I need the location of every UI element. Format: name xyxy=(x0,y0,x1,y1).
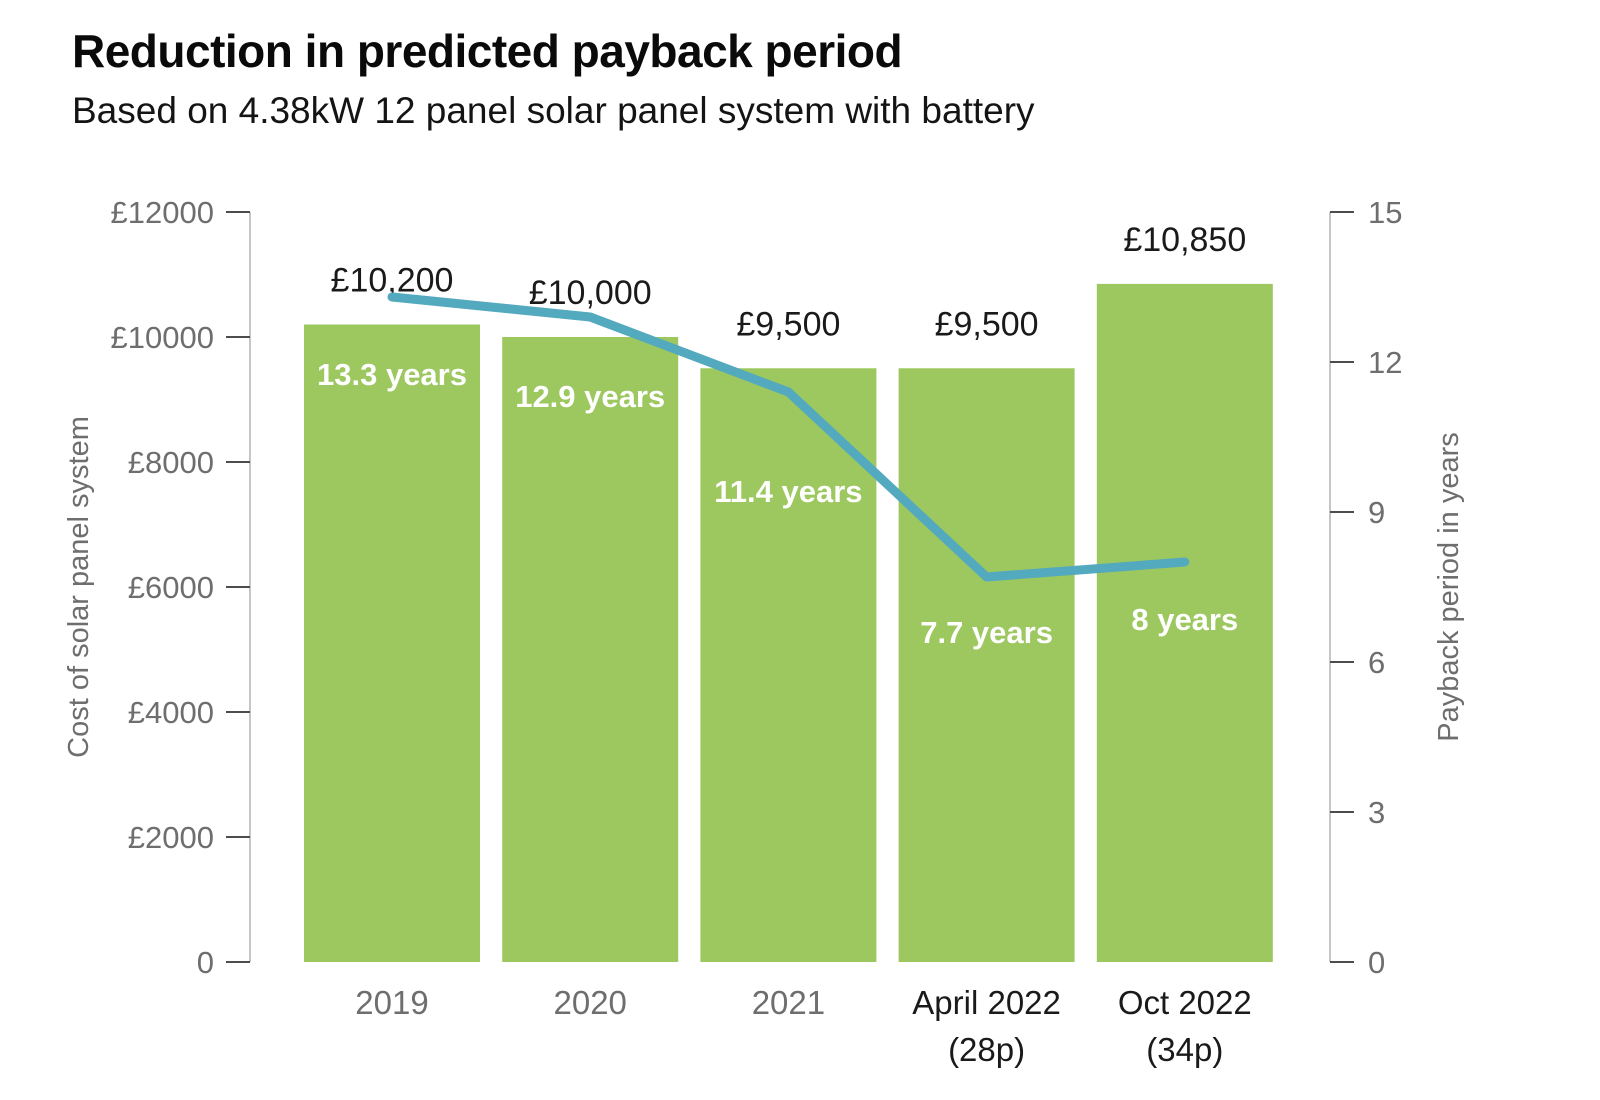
chart-title: Reduction in predicted payback period xyxy=(72,25,903,77)
right-axis-tick-label: 15 xyxy=(1368,195,1402,230)
cost-bar xyxy=(502,337,679,962)
left-axis-tick-label: £4000 xyxy=(128,695,214,730)
bar-value-label: £9,500 xyxy=(935,305,1039,343)
right-axis-tick-label: 3 xyxy=(1368,795,1385,830)
left-axis-tick-label: £2000 xyxy=(128,820,214,855)
right-axis-tick-label: 12 xyxy=(1368,345,1402,380)
category-label: Oct 2022 xyxy=(1118,984,1252,1021)
right-axis-title: Payback period in years xyxy=(1433,432,1465,742)
left-axis-tick-label: £12000 xyxy=(111,195,214,230)
right-axis-tick-label: 9 xyxy=(1368,495,1385,530)
left-axis-tick-label: £8000 xyxy=(128,445,214,480)
left-axis-title: Cost of solar panel system xyxy=(63,416,95,758)
category-label: 2019 xyxy=(355,984,428,1021)
payback-point-label: 12.9 years xyxy=(515,379,665,414)
bar-value-label: £10,000 xyxy=(529,274,652,312)
payback-line xyxy=(387,292,1190,582)
payback-point-label: 11.4 years xyxy=(714,474,862,509)
chart-subtitle: Based on 4.38kW 12 panel solar panel sys… xyxy=(72,90,1035,131)
chart-header: Reduction in predicted payback period Ba… xyxy=(72,24,1035,132)
payback-point-label: 13.3 years xyxy=(317,357,467,392)
bar-value-label: £9,500 xyxy=(736,305,840,343)
left-axis-tick-label: £6000 xyxy=(128,570,214,605)
payback-point-label: 8 years xyxy=(1131,602,1238,637)
bar-value-label: £10,850 xyxy=(1123,221,1246,259)
payback-point-label: 7.7 years xyxy=(920,615,1053,650)
right-axis-tick-label: 0 xyxy=(1368,945,1385,980)
cost-bar xyxy=(304,324,480,962)
category-label: 2020 xyxy=(553,984,626,1021)
category-label: (34p) xyxy=(1146,1031,1223,1068)
right-axis-tick-label: 6 xyxy=(1368,645,1385,680)
category-label: April 2022 xyxy=(912,984,1061,1021)
cost-bar xyxy=(898,368,1075,962)
cost-bar xyxy=(1096,283,1273,962)
cost-bar xyxy=(700,368,877,962)
category-label: (28p) xyxy=(948,1031,1025,1068)
category-label: 2021 xyxy=(752,984,825,1021)
left-axis-tick-label: £10000 xyxy=(111,320,214,355)
left-axis-tick-label: 0 xyxy=(197,945,214,980)
